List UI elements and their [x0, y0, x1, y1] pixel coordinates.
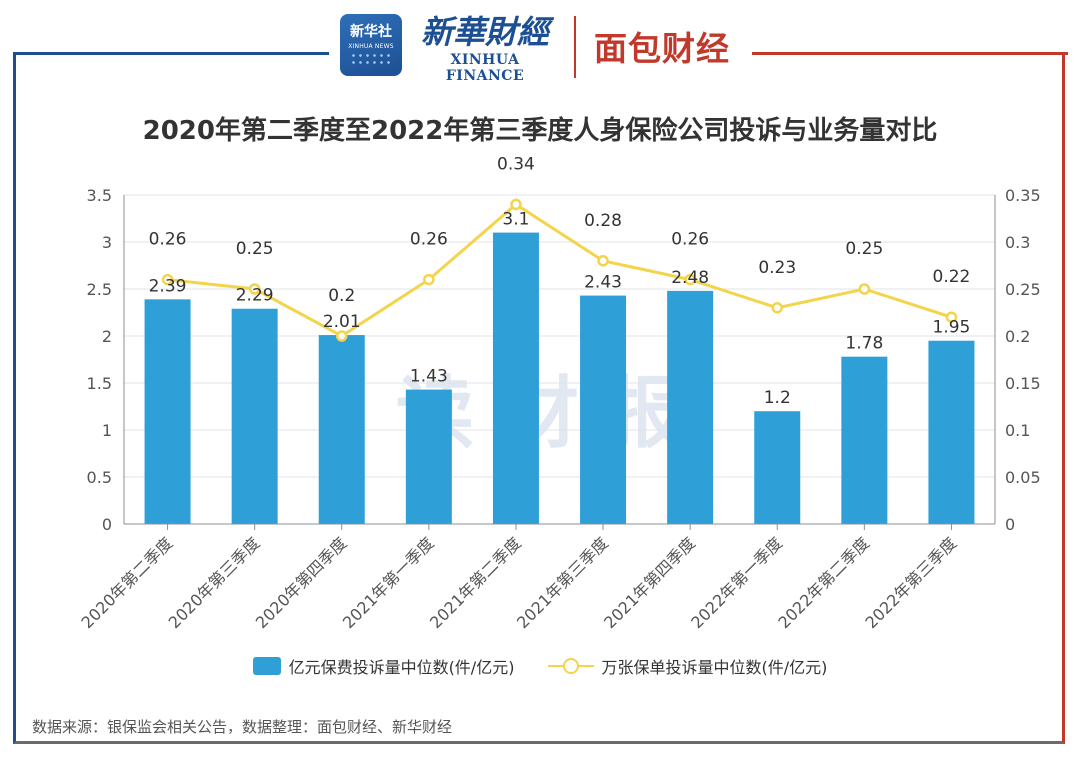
bar-value-label: 2.29	[236, 286, 274, 306]
bar	[754, 411, 801, 524]
y-left-tick-label: 3	[102, 233, 112, 252]
line-value-label: 0.26	[149, 230, 187, 250]
bar-value-label: 2.39	[149, 276, 187, 296]
line-point	[336, 330, 348, 342]
header-logos: 新华社 XINHUA NEWS 新華財經 XINHUA FINANCE 面包财经	[340, 8, 744, 84]
line-path	[167, 202, 952, 338]
x-tick-label: 2021年第三季度	[513, 533, 612, 632]
line-point	[248, 283, 261, 295]
legend-item-bar: 亿元保费投诉量中位数(件/亿元)	[252, 654, 515, 678]
bar	[928, 340, 975, 524]
x-tick-label: 2022年第一季度	[687, 533, 786, 632]
line-value-label: 0.22	[933, 267, 971, 287]
y-left-tick-label: 0.5	[87, 468, 112, 487]
y-right-tick-label: 0.25	[1005, 280, 1041, 299]
line-point	[858, 283, 871, 295]
x-tick-label: 2021年第二季度	[426, 533, 525, 632]
x-tick-label: 2020年第二季度	[78, 533, 177, 632]
bar	[144, 299, 191, 524]
bar	[318, 335, 365, 524]
y-left-tick-label: 2.5	[87, 280, 112, 299]
line-value-label: 0.2	[328, 286, 355, 306]
frame-top-left-rule	[13, 52, 329, 55]
xinhua-finance-en: XINHUA FINANCE	[445, 52, 525, 84]
line-value-label: 0.34	[497, 154, 535, 174]
xinhua-badge-cn: 新华社	[350, 24, 392, 40]
x-tick-label: 2020年第三季度	[165, 533, 264, 632]
y-right-tick-label: 0.1	[1005, 421, 1030, 440]
bar	[841, 356, 888, 524]
bar-value-label: 2.43	[584, 273, 622, 293]
bar-value-label: 2.01	[323, 312, 361, 332]
bar	[492, 232, 539, 524]
y-left-tick-label: 1.5	[87, 374, 112, 393]
bar-value-label: 3.1	[502, 210, 529, 230]
x-tick-label: 2021年第一季度	[339, 533, 438, 632]
y-right-tick-label: 0.3	[1005, 233, 1030, 252]
line-series	[161, 198, 958, 342]
y-left-tick-label: 1	[102, 421, 112, 440]
x-tick-label: 2021年第四季度	[600, 533, 699, 632]
bar	[580, 295, 627, 524]
line-value-label: 0.23	[758, 258, 796, 278]
y-right-tick-label: 0.05	[1005, 468, 1041, 487]
outer-frame	[13, 52, 1065, 744]
xinhua-finance-logo: 新華財經 XINHUA FINANCE	[414, 12, 556, 84]
y-left-tick-label: 2	[102, 327, 112, 346]
y-left-tick-label: 0	[102, 515, 112, 534]
line-point	[771, 302, 783, 314]
xinhua-finance-cn: 新華財經	[420, 13, 549, 51]
line-value-label: 0.26	[671, 230, 709, 250]
y-right-tick-label: 0.15	[1005, 374, 1041, 393]
bar-value-label: 1.43	[410, 367, 448, 387]
y-right-tick-label: 0.35	[1005, 186, 1041, 205]
line-value-label: 0.25	[236, 239, 274, 259]
bar-series	[144, 232, 975, 524]
line-point	[423, 273, 435, 286]
globe-dots-icon	[350, 52, 392, 68]
x-tick-label: 2022年第二季度	[774, 533, 873, 632]
y-right-tick-label: 0.2	[1005, 327, 1030, 346]
y-left-tick-label: 3.5	[87, 186, 112, 205]
source-note: 数据来源：银保监会相关公告，数据整理：面包财经、新华财经	[32, 718, 453, 736]
bar	[231, 308, 278, 524]
line-value-label: 0.25	[845, 239, 883, 259]
bar-value-label: 1.2	[764, 388, 791, 408]
mianbao-finance-logo: 面包财经	[594, 29, 730, 68]
chart-title: 2020年第二季度至2022年第三季度人身保险公司投诉与业务量对比	[142, 116, 938, 146]
line-point	[945, 311, 958, 323]
data-labels: 2.39 2.29 2.01 1.43 3.1 2.43 2.48 1.2 1.78 1.95 0.…	[149, 154, 971, 408]
bar	[667, 290, 714, 524]
x-tick-label: 2020年第四季度	[252, 533, 351, 632]
line-point	[161, 273, 174, 286]
legend-bar-label: 亿元保费投诉量中位数(件/亿元)	[288, 658, 515, 677]
legend-bar-swatch	[252, 657, 281, 675]
bar	[405, 389, 452, 524]
legend-line-label: 万张保单投诉量中位数(件/亿元)	[601, 658, 828, 677]
frame-top-right-rule	[752, 52, 1068, 55]
line-value-label: 0.28	[584, 211, 622, 231]
line-point	[684, 273, 696, 286]
line-value-label: 0.26	[410, 230, 448, 250]
legend-line-swatch	[547, 657, 594, 675]
xinhua-badge-en: XINHUA NEWS	[348, 43, 394, 50]
x-tick-label: 2022年第三季度	[861, 533, 960, 632]
bar-value-label: 2.48	[671, 268, 709, 288]
legend-item-line: 万张保单投诉量中位数(件/亿元)	[547, 654, 828, 678]
line-point	[597, 255, 609, 267]
logo-divider	[574, 16, 576, 78]
line-point	[510, 198, 522, 211]
bar-value-label: 1.95	[933, 318, 971, 338]
legend: 亿元保费投诉量中位数(件/亿元) 万张保单投诉量中位数(件/亿元)	[0, 654, 1080, 679]
bar-value-label: 1.78	[845, 334, 883, 354]
xinhua-news-logo: 新华社 XINHUA NEWS	[340, 14, 402, 76]
y-right-tick-label: 0	[1005, 515, 1015, 534]
